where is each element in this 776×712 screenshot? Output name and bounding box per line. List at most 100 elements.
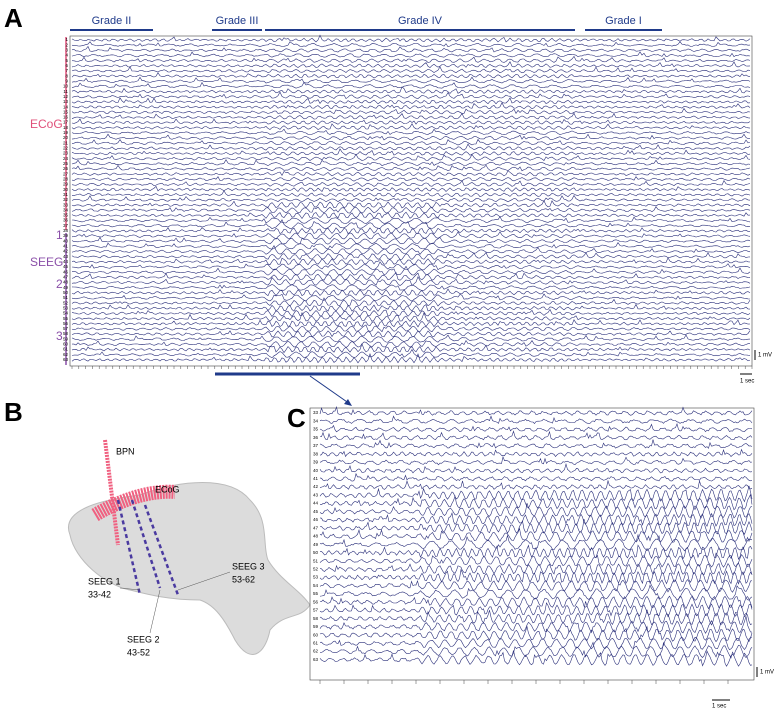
channel-label: 3 bbox=[65, 48, 68, 53]
brain bbox=[67, 482, 311, 655]
scale-sec: 1 sec bbox=[740, 379, 754, 385]
channel-label: 63 bbox=[63, 357, 69, 362]
trace bbox=[71, 343, 751, 354]
seeg-electrode bbox=[130, 499, 162, 589]
trace bbox=[319, 579, 753, 593]
panel-c-frame bbox=[309, 407, 755, 681]
panel-label: A bbox=[4, 3, 23, 33]
channel-label: 29 bbox=[63, 182, 69, 187]
trace bbox=[71, 284, 751, 291]
trace bbox=[319, 493, 753, 511]
arrow-head bbox=[344, 399, 352, 406]
grade-label: Grade I bbox=[605, 15, 642, 27]
channel-label: 11 bbox=[63, 89, 68, 94]
channel-label: 60 bbox=[313, 632, 319, 637]
grade-label: Grade II bbox=[92, 15, 132, 27]
channel-label: 9 bbox=[65, 78, 68, 83]
channel-label: 10 bbox=[63, 84, 69, 89]
trace bbox=[71, 272, 751, 281]
trace bbox=[320, 544, 753, 560]
trace bbox=[71, 236, 751, 245]
channel-label: 47 bbox=[63, 274, 69, 279]
channel-label: 48 bbox=[63, 280, 69, 285]
channel-label: 50 bbox=[313, 550, 319, 555]
trace bbox=[71, 211, 751, 220]
trace bbox=[319, 472, 753, 482]
seeg-range: 33-42 bbox=[88, 589, 111, 599]
scale-mv: 1 mV bbox=[758, 353, 772, 359]
bpn-label: BPN bbox=[116, 446, 135, 456]
trace bbox=[319, 601, 753, 618]
trace bbox=[319, 512, 753, 527]
channel-label: 40 bbox=[313, 468, 319, 473]
channel-label: 5 bbox=[65, 58, 68, 63]
trace bbox=[319, 519, 753, 535]
channel-label: 25 bbox=[63, 161, 69, 166]
channel-label: 61 bbox=[63, 347, 69, 352]
trace bbox=[71, 257, 751, 266]
trace bbox=[71, 153, 751, 161]
trace bbox=[71, 133, 750, 141]
trace bbox=[72, 265, 751, 276]
trace bbox=[71, 319, 751, 328]
channel-label: 52 bbox=[313, 566, 319, 571]
trace bbox=[71, 334, 751, 343]
channel-label: 52 bbox=[63, 300, 69, 305]
channel-label: 41 bbox=[313, 476, 319, 481]
seeg-electrode bbox=[143, 504, 180, 596]
channel-label: 21 bbox=[63, 140, 69, 145]
trace bbox=[319, 448, 753, 458]
channel-label: 62 bbox=[63, 352, 69, 357]
trace bbox=[71, 55, 751, 63]
channel-label: 40 bbox=[63, 238, 69, 243]
trace bbox=[319, 455, 753, 466]
channel-label: 22 bbox=[63, 146, 69, 151]
trace bbox=[71, 303, 751, 312]
channel-label: 42 bbox=[63, 249, 69, 254]
trace bbox=[71, 45, 751, 53]
panel-a-frame bbox=[69, 35, 753, 367]
trace bbox=[71, 118, 751, 125]
trace bbox=[71, 164, 751, 172]
channel-label: 32 bbox=[63, 197, 69, 202]
channel-label: 43 bbox=[313, 492, 319, 497]
channel-label: 35 bbox=[63, 213, 69, 218]
channel-label: 18 bbox=[63, 125, 69, 130]
channel-label: 45 bbox=[63, 264, 69, 269]
panel-label: C bbox=[287, 403, 306, 433]
channel-label: 58 bbox=[313, 616, 319, 621]
trace bbox=[71, 348, 751, 359]
trace bbox=[71, 61, 751, 68]
trace bbox=[71, 86, 751, 94]
channel-label: 46 bbox=[63, 269, 69, 274]
trace bbox=[319, 595, 753, 610]
trace bbox=[71, 176, 751, 182]
bpn-electrode bbox=[103, 439, 120, 546]
channel-label: 62 bbox=[313, 649, 319, 654]
channel-label: 31 bbox=[63, 192, 69, 197]
trace bbox=[71, 128, 751, 136]
channel-label: 51 bbox=[63, 295, 69, 300]
channel-label: 13 bbox=[63, 99, 69, 104]
channel-label: 39 bbox=[63, 233, 69, 238]
channel-label: 44 bbox=[63, 259, 69, 264]
channel-label: 33 bbox=[313, 410, 319, 415]
channel-label: 44 bbox=[313, 501, 319, 506]
channel-label: 4 bbox=[65, 53, 68, 58]
channel-label: 56 bbox=[313, 599, 319, 604]
trace bbox=[71, 138, 751, 146]
channel-label: 54 bbox=[63, 311, 69, 316]
trace bbox=[71, 311, 751, 322]
trace bbox=[71, 353, 751, 364]
channel-label: 53 bbox=[313, 575, 319, 580]
grade-label: Grade III bbox=[216, 15, 259, 27]
trace bbox=[71, 242, 751, 250]
trace bbox=[71, 143, 751, 151]
channel-label: 37 bbox=[63, 223, 69, 228]
channel-label: 39 bbox=[313, 460, 319, 465]
seeg-group: 1 bbox=[56, 228, 63, 242]
trace bbox=[71, 297, 751, 307]
channel-label: 36 bbox=[313, 435, 319, 440]
seeg-label: SEEG bbox=[30, 255, 63, 269]
